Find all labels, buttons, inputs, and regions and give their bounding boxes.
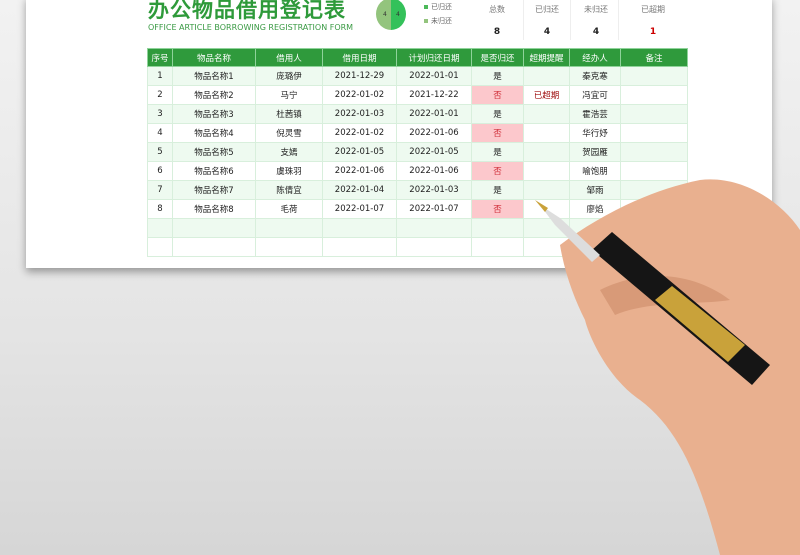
pie-slice-not-returned [391, 0, 406, 30]
table-row: 7 物品名称7 陈倩宜 2022-01-04 2022-01-03 是邹雨 [147, 180, 688, 200]
borrow-date-cell[interactable]: 2022-01-04 [322, 180, 397, 200]
pie-label-not-returned: 4 [396, 11, 400, 18]
divider [523, 0, 524, 40]
item-name-cell[interactable]: 物品名称5 [172, 142, 256, 162]
stat-value: 8 [493, 27, 501, 37]
legend-item-returned: 已归还 [424, 2, 452, 12]
remarks-cell[interactable] [620, 104, 688, 124]
returned-status-cell[interactable]: 否 [471, 123, 524, 143]
column-header[interactable]: 经办人 [569, 48, 621, 67]
legend-label: 已归还 [431, 3, 452, 11]
table-row: 5 物品名称5 支嫣 2022-01-05 2022-01-05 是贺园雁 [147, 142, 688, 162]
page-title: 办公物品借用登记表 [148, 0, 346, 22]
stat-total: 总数 8 [472, 4, 522, 37]
returned-status-cell[interactable]: 是 [471, 104, 524, 124]
borrow-date-cell[interactable]: 2022-01-03 [322, 104, 397, 124]
item-name-cell[interactable]: 物品名称7 [172, 180, 256, 200]
borrowing-table: 序号 物品名称 借用人 借用日期 计划归还日期 是否归还 超期提醒 经办人 备注 1 物品名称1 庞… [147, 48, 688, 257]
stat-label: 已归还 [535, 5, 559, 14]
stat-returned: 已归还 4 [522, 4, 572, 37]
pie-slice-returned [376, 0, 391, 30]
table-header-row: 序号 物品名称 借用人 借用日期 计划归还日期 是否归还 超期提醒 经办人 备注 [147, 48, 688, 67]
returned-status-cell[interactable]: 是 [471, 66, 524, 86]
planned-return-date-cell[interactable]: 2022-01-01 [396, 66, 472, 86]
stat-label: 已超期 [641, 5, 665, 14]
legend-dot-icon [424, 19, 428, 23]
returned-status-cell[interactable]: 是 [471, 142, 524, 162]
overdue-reminder-cell[interactable] [523, 66, 570, 86]
legend-label: 未归还 [431, 17, 452, 25]
stat-label: 未归还 [584, 5, 608, 14]
column-header[interactable]: 超期提醒 [523, 48, 570, 67]
borrow-date-cell[interactable]: 2021-12-29 [322, 66, 397, 86]
stat-value: 4 [592, 27, 600, 37]
stat-not-returned: 未归还 4 [571, 4, 621, 37]
column-header[interactable]: 借用日期 [322, 48, 397, 67]
borrower-cell[interactable]: 庞璐伊 [255, 66, 323, 86]
column-header[interactable]: 备注 [620, 48, 688, 67]
remarks-cell[interactable] [620, 66, 688, 86]
stat-label: 总数 [489, 5, 505, 14]
empty-cell[interactable] [172, 218, 256, 238]
overdue-reminder-cell[interactable] [523, 104, 570, 124]
stat-value: 1 [649, 27, 657, 37]
page-subtitle: OFFICE ARTICLE BORROWING REGISTRATION FO… [148, 23, 354, 32]
returned-status-cell[interactable]: 否 [471, 199, 524, 219]
borrower-cell[interactable]: 支嫣 [255, 142, 323, 162]
planned-return-date-cell[interactable]: 2022-01-03 [396, 180, 472, 200]
borrow-date-cell[interactable]: 2022-01-05 [322, 142, 397, 162]
legend-dot-icon [424, 5, 428, 9]
legend-item-not-returned: 未归还 [424, 16, 452, 26]
item-name-cell[interactable]: 物品名称1 [172, 66, 256, 86]
remarks-cell[interactable] [620, 142, 688, 162]
divider [618, 0, 619, 40]
handler-cell[interactable]: 秦克寒 [569, 66, 621, 86]
stat-value: 4 [543, 27, 551, 37]
table-row: 1 物品名称1 庞璐伊 2021-12-29 2022-01-01 是秦克寒 [147, 66, 688, 86]
table-row: 3 物品名称3 杜茜镇 2022-01-03 2022-01-01 是霍浩芸 [147, 104, 688, 124]
empty-cell[interactable] [471, 218, 524, 238]
divider [570, 0, 571, 40]
empty-cell[interactable] [322, 218, 397, 238]
handler-cell[interactable]: 霍浩芸 [569, 104, 621, 124]
column-header[interactable]: 是否归还 [471, 48, 524, 67]
row-number-cell[interactable]: 5 [147, 142, 173, 162]
pie-label-returned: 4 [383, 11, 387, 18]
planned-return-date-cell[interactable]: 2022-01-01 [396, 104, 472, 124]
column-header[interactable]: 借用人 [255, 48, 323, 67]
return-status-pie-chart: 4 4 [376, 0, 406, 30]
stat-overdue: 已超期 1 [628, 4, 678, 37]
table-row: 4 物品名称4 倪灵雪 2022-01-02 2022-01-06 否华行妤 [147, 123, 688, 143]
